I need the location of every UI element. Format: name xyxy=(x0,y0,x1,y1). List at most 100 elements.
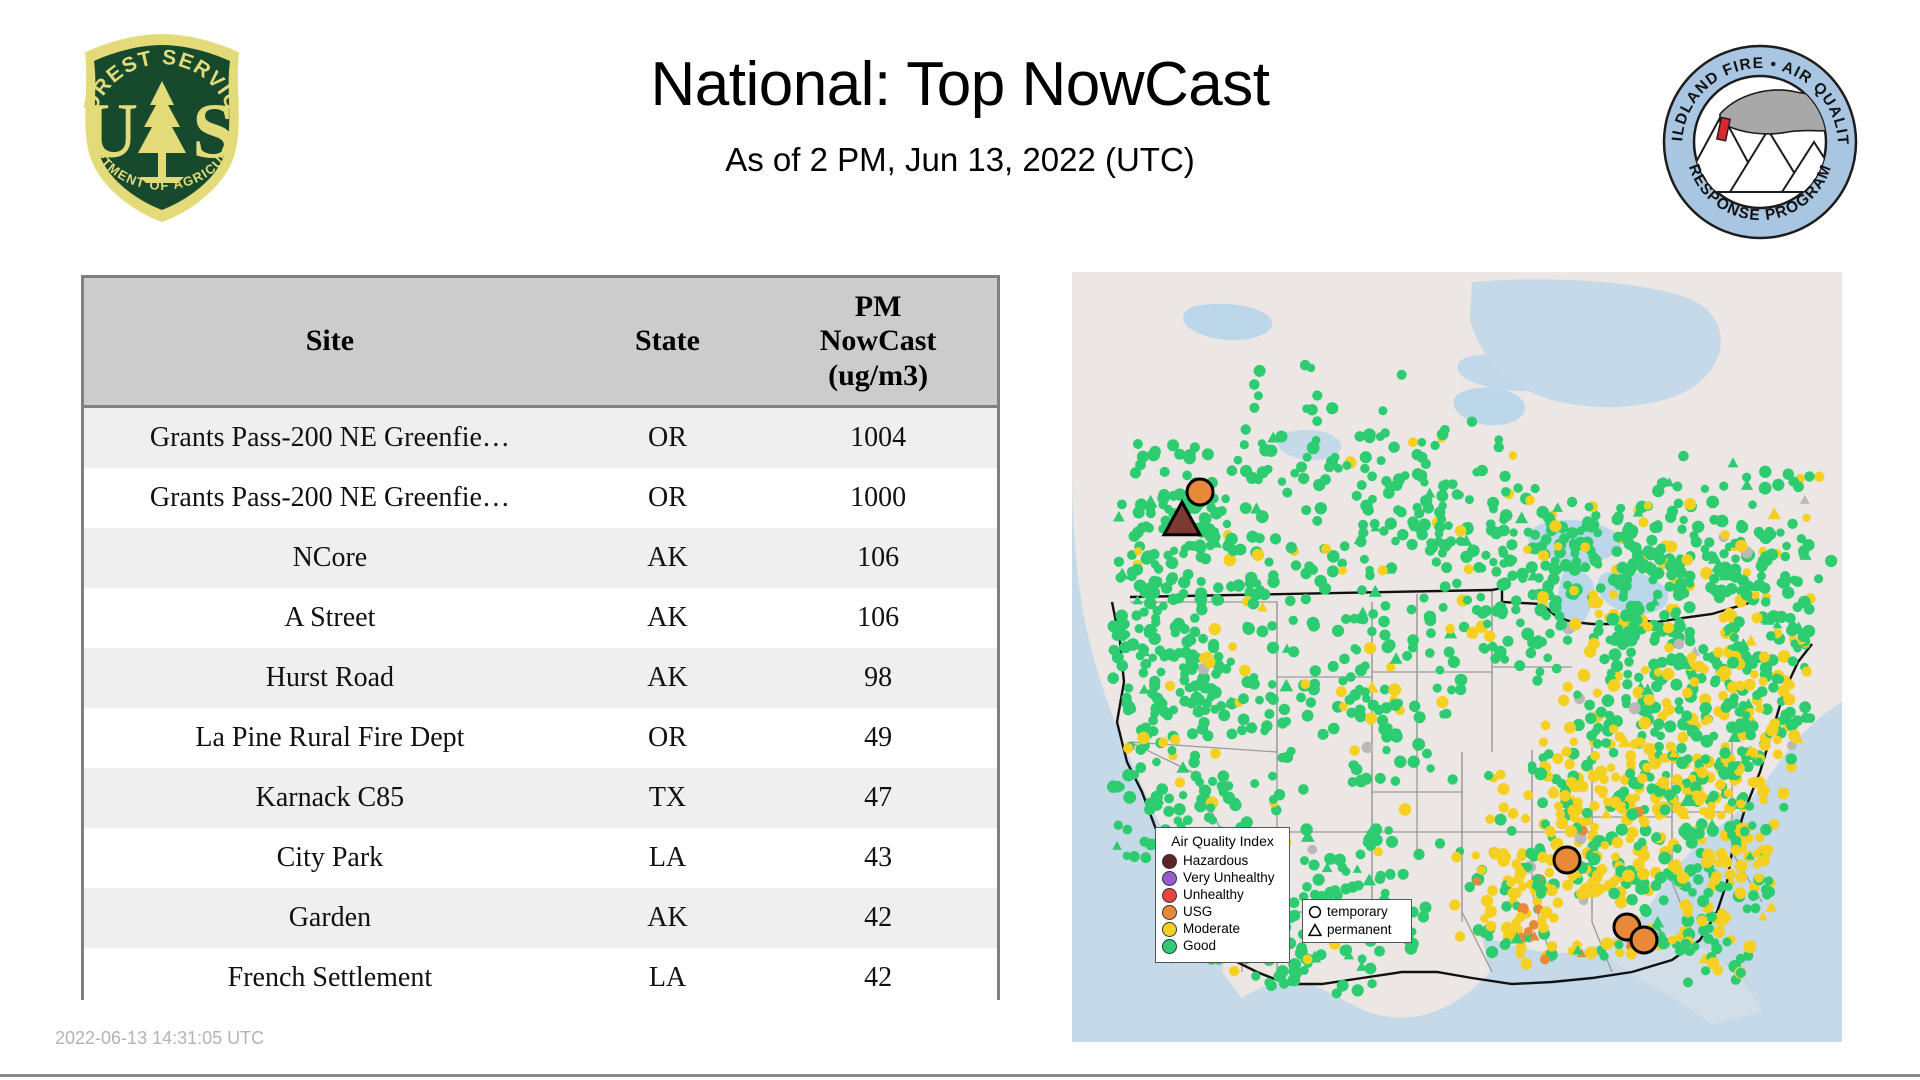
aqi-monitor-dot[interactable] xyxy=(1208,776,1218,786)
aqi-monitor-dot[interactable] xyxy=(1548,786,1558,796)
aqi-monitor-dot[interactable] xyxy=(1228,642,1237,651)
aqi-monitor-dot[interactable] xyxy=(1802,513,1811,522)
aqi-monitor-dot[interactable] xyxy=(1196,593,1206,602)
aqi-monitor-dot[interactable] xyxy=(1167,745,1177,755)
aqi-monitor-dot[interactable] xyxy=(1502,635,1514,647)
aqi-monitor-triangle[interactable] xyxy=(1632,507,1644,517)
aqi-monitor-dot[interactable] xyxy=(1673,498,1684,509)
aqi-monitor-dot[interactable] xyxy=(1349,745,1360,756)
aqi-monitor-dot[interactable] xyxy=(1198,784,1212,797)
aqi-monitor-dot[interactable] xyxy=(1436,696,1449,709)
aqi-monitor-dot[interactable] xyxy=(1513,483,1523,493)
aqi-monitor-dot[interactable] xyxy=(1200,553,1212,565)
aqi-monitor-dot[interactable] xyxy=(1534,603,1548,617)
aqi-monitor-dot[interactable] xyxy=(1625,948,1637,960)
aqi-monitor-dot[interactable] xyxy=(1706,824,1719,837)
aqi-monitor-dot[interactable] xyxy=(1572,940,1582,950)
aqi-monitor-dot[interactable] xyxy=(1546,941,1558,952)
aqi-monitor-dot[interactable] xyxy=(1339,653,1350,665)
aqi-monitor-dot[interactable] xyxy=(1346,707,1357,718)
aqi-monitor-dot[interactable] xyxy=(1506,826,1517,836)
aqi-monitor-dot[interactable] xyxy=(1618,592,1628,602)
aqi-monitor-dot[interactable] xyxy=(1549,602,1562,614)
aqi-monitor-dot[interactable] xyxy=(1276,965,1289,978)
aqi-monitor-triangle[interactable] xyxy=(1529,930,1540,941)
aqi-monitor-dot[interactable] xyxy=(1715,779,1726,790)
aqi-monitor-dot[interactable] xyxy=(1413,711,1426,724)
aqi-monitor-dot[interactable] xyxy=(1190,694,1202,706)
aqi-monitor-dot[interactable] xyxy=(1814,471,1825,482)
aqi-monitor-dot[interactable] xyxy=(1758,651,1770,663)
aqi-monitor-triangle[interactable] xyxy=(1772,619,1783,629)
aqi-monitor-dot[interactable] xyxy=(1369,518,1380,529)
aqi-monitor-dot[interactable] xyxy=(1488,847,1502,860)
aqi-monitor-dot[interactable] xyxy=(1226,657,1235,666)
aqi-monitor-dot[interactable] xyxy=(1210,704,1220,714)
aqi-monitor-dot[interactable] xyxy=(1572,797,1583,808)
aqi-monitor-dot[interactable] xyxy=(1380,601,1391,611)
aqi-monitor-dot[interactable] xyxy=(1251,548,1265,562)
aqi-monitor-dot[interactable] xyxy=(1500,921,1514,935)
aqi-monitor-dot[interactable] xyxy=(1454,525,1467,537)
aqi-monitor-dot[interactable] xyxy=(1373,704,1385,716)
aqi-monitor-dot[interactable] xyxy=(1564,758,1575,770)
aqi-monitor-dot[interactable] xyxy=(1696,766,1708,779)
aqi-monitor-dot[interactable] xyxy=(1285,541,1297,554)
column-header-site[interactable]: Site xyxy=(84,278,576,408)
aqi-monitor-dot[interactable] xyxy=(1604,710,1615,721)
aqi-monitor-dot[interactable] xyxy=(1179,675,1190,686)
aqi-monitor-dot[interactable] xyxy=(1628,620,1637,630)
aqi-monitor-dot[interactable] xyxy=(1595,619,1604,629)
aqi-monitor-triangle[interactable] xyxy=(1799,494,1810,504)
aqi-monitor-dot[interactable] xyxy=(1148,715,1158,726)
aqi-monitor-dot[interactable] xyxy=(1801,666,1812,677)
aqi-monitor-dot[interactable] xyxy=(1626,647,1636,658)
aqi-monitor-dot[interactable] xyxy=(1616,561,1629,574)
aqi-monitor-dot[interactable] xyxy=(1426,538,1437,548)
aqi-monitor-dot[interactable] xyxy=(1626,826,1639,839)
aqi-monitor-dot[interactable] xyxy=(1681,914,1695,927)
aqi-monitor-dot[interactable] xyxy=(1178,791,1188,800)
aqi-monitor-dot[interactable] xyxy=(1471,851,1480,860)
aqi-monitor-dot[interactable] xyxy=(1726,721,1738,734)
aqi-monitor-dot[interactable] xyxy=(1249,402,1260,413)
aqi-monitor-dot[interactable] xyxy=(1637,564,1648,574)
aqi-monitor-dot[interactable] xyxy=(1585,712,1597,725)
aqi-monitor-dot[interactable] xyxy=(1748,500,1757,509)
aqi-monitor-dot[interactable] xyxy=(1278,703,1291,716)
aqi-monitor-dot[interactable] xyxy=(1342,461,1352,470)
aqi-monitor-triangle[interactable] xyxy=(1147,621,1159,632)
aqi-monitor-dot[interactable] xyxy=(1493,442,1504,453)
aqi-monitor-dot[interactable] xyxy=(1814,574,1824,584)
aqi-monitor-dot[interactable] xyxy=(1391,728,1402,739)
aqi-monitor-dot[interactable] xyxy=(1363,833,1375,846)
aqi-monitor-dot[interactable] xyxy=(1472,877,1481,886)
aqi-monitor-dot[interactable] xyxy=(1256,466,1269,479)
aqi-monitor-dot[interactable] xyxy=(1483,619,1492,629)
aqi-monitor-dot[interactable] xyxy=(1155,646,1166,657)
aqi-monitor-dot[interactable] xyxy=(1696,818,1708,830)
aqi-monitor-dot[interactable] xyxy=(1749,669,1759,679)
aqi-monitor-dot[interactable] xyxy=(1643,694,1655,706)
aqi-monitor-dot[interactable] xyxy=(1735,680,1746,691)
aqi-monitor-dot[interactable] xyxy=(1367,979,1377,989)
aqi-monitor-dot[interactable] xyxy=(1558,694,1570,707)
aqi-monitor-dot[interactable] xyxy=(1312,416,1323,427)
aqi-monitor-triangle[interactable] xyxy=(1300,829,1315,842)
aqi-monitor-dot[interactable] xyxy=(1689,677,1700,687)
aqi-monitor-dot[interactable] xyxy=(1396,369,1407,380)
aqi-monitor-dot[interactable] xyxy=(1499,509,1513,522)
aqi-monitor-dot[interactable] xyxy=(1720,912,1732,923)
aqi-monitor-dot[interactable] xyxy=(1195,777,1204,787)
aqi-monitor-dot[interactable] xyxy=(1375,870,1386,881)
aqi-monitor-dot[interactable] xyxy=(1638,517,1649,528)
highlighted-temporary-marker[interactable] xyxy=(1629,925,1659,955)
aqi-monitor-dot[interactable] xyxy=(1305,697,1317,708)
aqi-monitor-dot[interactable] xyxy=(1190,613,1200,623)
aqi-monitor-dot[interactable] xyxy=(1546,884,1558,897)
aqi-monitor-dot[interactable] xyxy=(1462,595,1473,605)
aqi-monitor-dot[interactable] xyxy=(1319,582,1332,595)
aqi-monitor-dot[interactable] xyxy=(1577,780,1589,792)
aqi-monitor-dot[interactable] xyxy=(1286,746,1296,756)
aqi-monitor-dot[interactable] xyxy=(1384,639,1396,651)
